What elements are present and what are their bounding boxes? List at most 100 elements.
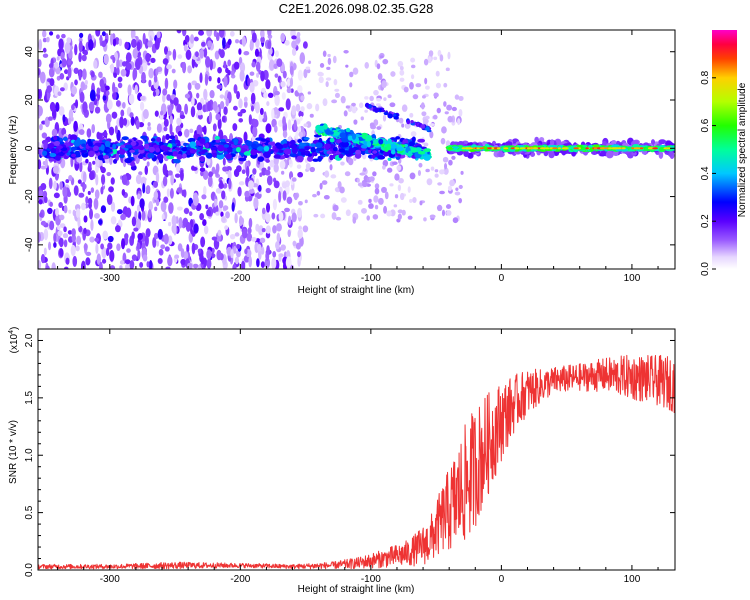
spectrogram-blob — [126, 248, 131, 253]
spectrogram-blob — [203, 185, 207, 196]
spectrogram-blob — [124, 233, 129, 240]
spectrogram-blob — [291, 212, 297, 223]
spectrogram-blob — [50, 148, 57, 153]
spectrogram-blob — [353, 119, 358, 125]
spectrogram-blob — [90, 70, 95, 78]
spectrogram-blob — [169, 115, 173, 125]
spectrogram-blob — [389, 102, 396, 108]
spectrogram-blob — [410, 57, 416, 63]
spectrogram-blob — [174, 147, 182, 151]
spectrogram-blob — [166, 151, 173, 156]
spectrogram-blob — [68, 109, 74, 120]
spectrogram-blob — [45, 265, 50, 269]
spectrogram-blob — [302, 225, 309, 233]
spectrogram-blob — [40, 183, 47, 191]
spectrogram-blob — [85, 251, 92, 257]
y-tick-label: 1.0 — [24, 448, 35, 462]
spectrogram-blob — [109, 33, 114, 46]
spectrogram-blob — [308, 60, 312, 65]
spectrogram-blob — [374, 183, 380, 190]
spectrogram-blob — [366, 215, 370, 221]
spectrogram-blob — [130, 116, 135, 126]
spectrogram-blob — [309, 166, 316, 173]
spectrogram-blob — [158, 141, 164, 146]
spectrogram-blob — [293, 119, 297, 131]
spectrogram-blob — [409, 172, 416, 180]
spectrogram-blob — [251, 61, 256, 68]
spectrogram-blob — [300, 106, 305, 112]
spectrogram-blob — [105, 90, 110, 96]
spectrogram-blob — [101, 31, 106, 37]
spectrogram-blob — [291, 35, 297, 40]
spectrogram-blob — [333, 78, 338, 86]
spectrogram-blob — [173, 97, 179, 106]
spectrogram-blob — [529, 147, 534, 150]
spectrogram-blob — [138, 145, 145, 151]
spectrogram-blob — [163, 126, 168, 132]
spectrogram-blob — [307, 91, 312, 95]
spectrogram-blob — [49, 101, 56, 112]
x-tick-label: -200 — [230, 574, 250, 585]
spectrogram-blob — [162, 93, 166, 103]
spectrogram-blob — [445, 204, 452, 209]
spectrogram-blob — [263, 91, 268, 99]
spectrogram-blob — [237, 210, 243, 215]
spectrogram-blob — [275, 241, 280, 250]
colorbar-tick-label: 0.8 — [700, 70, 711, 84]
spectrogram-blob — [451, 106, 457, 112]
spectrogram-blob — [344, 171, 351, 177]
spectrogram-blob — [395, 156, 401, 160]
spectrogram-blob — [265, 123, 272, 134]
spectrogram-blob — [429, 131, 434, 139]
spectrogram-blob — [100, 186, 104, 195]
spectrogram-blob — [146, 161, 150, 167]
spectrogram-blob — [138, 122, 145, 128]
spectrogram-blob — [125, 144, 133, 149]
spectrogram-blob — [425, 85, 430, 90]
spectrogram-blob — [297, 171, 304, 178]
spectrogram-blob — [198, 30, 205, 36]
spectrogram-blob — [83, 50, 88, 56]
spectrogram-blob — [238, 118, 244, 123]
spectrogram-blob — [144, 38, 149, 49]
spectrogram-blob — [436, 107, 441, 114]
spectrogram-blob — [298, 148, 306, 153]
spectrogram-blob — [211, 236, 218, 241]
spectrogram-blob — [455, 187, 459, 191]
spectrogram-blob — [372, 171, 377, 177]
y-tick-label: 0 — [24, 145, 35, 151]
spectrogram-blob — [243, 131, 248, 143]
spectrogram-blob — [59, 223, 66, 229]
spectrogram-blob — [280, 32, 286, 43]
spectrogram-blob — [65, 179, 70, 184]
spectrogram-blob — [377, 155, 386, 160]
spectrogram-blob — [483, 146, 488, 150]
spectrogram-blob — [163, 233, 169, 245]
spectrogram-blob — [116, 58, 120, 71]
spectrogram-blob — [278, 253, 284, 258]
spectrogram-blob — [386, 167, 393, 173]
spectrogram-blob — [401, 209, 406, 216]
spectrogram-blob — [658, 139, 667, 145]
spectrogram-blob — [283, 148, 292, 155]
spectrogram-blob — [250, 105, 255, 112]
spectrogram-blob — [452, 217, 459, 224]
spectrogram-blob — [155, 171, 160, 184]
spectrogram-blob — [240, 260, 246, 269]
spectrogram-blob — [206, 209, 212, 217]
spectrogram-blob — [330, 174, 337, 179]
spectrogram-blob — [214, 168, 219, 177]
spectrogram-blob — [422, 118, 429, 124]
spectrogram-blob — [273, 63, 278, 70]
spectrogram-blob — [43, 196, 48, 204]
spectrogram-blob — [323, 195, 330, 200]
spectrogram-blob — [59, 248, 64, 258]
spectrogram-blob — [48, 177, 53, 190]
spectrogram-blob — [78, 129, 85, 135]
spectrogram-blob — [536, 148, 544, 152]
spectrogram-blob — [217, 144, 225, 152]
spectrogram-blob — [51, 262, 56, 269]
spectrogram-blob — [102, 154, 110, 160]
spectrogram-blob — [366, 140, 372, 148]
spectrogram-blob — [106, 148, 113, 153]
